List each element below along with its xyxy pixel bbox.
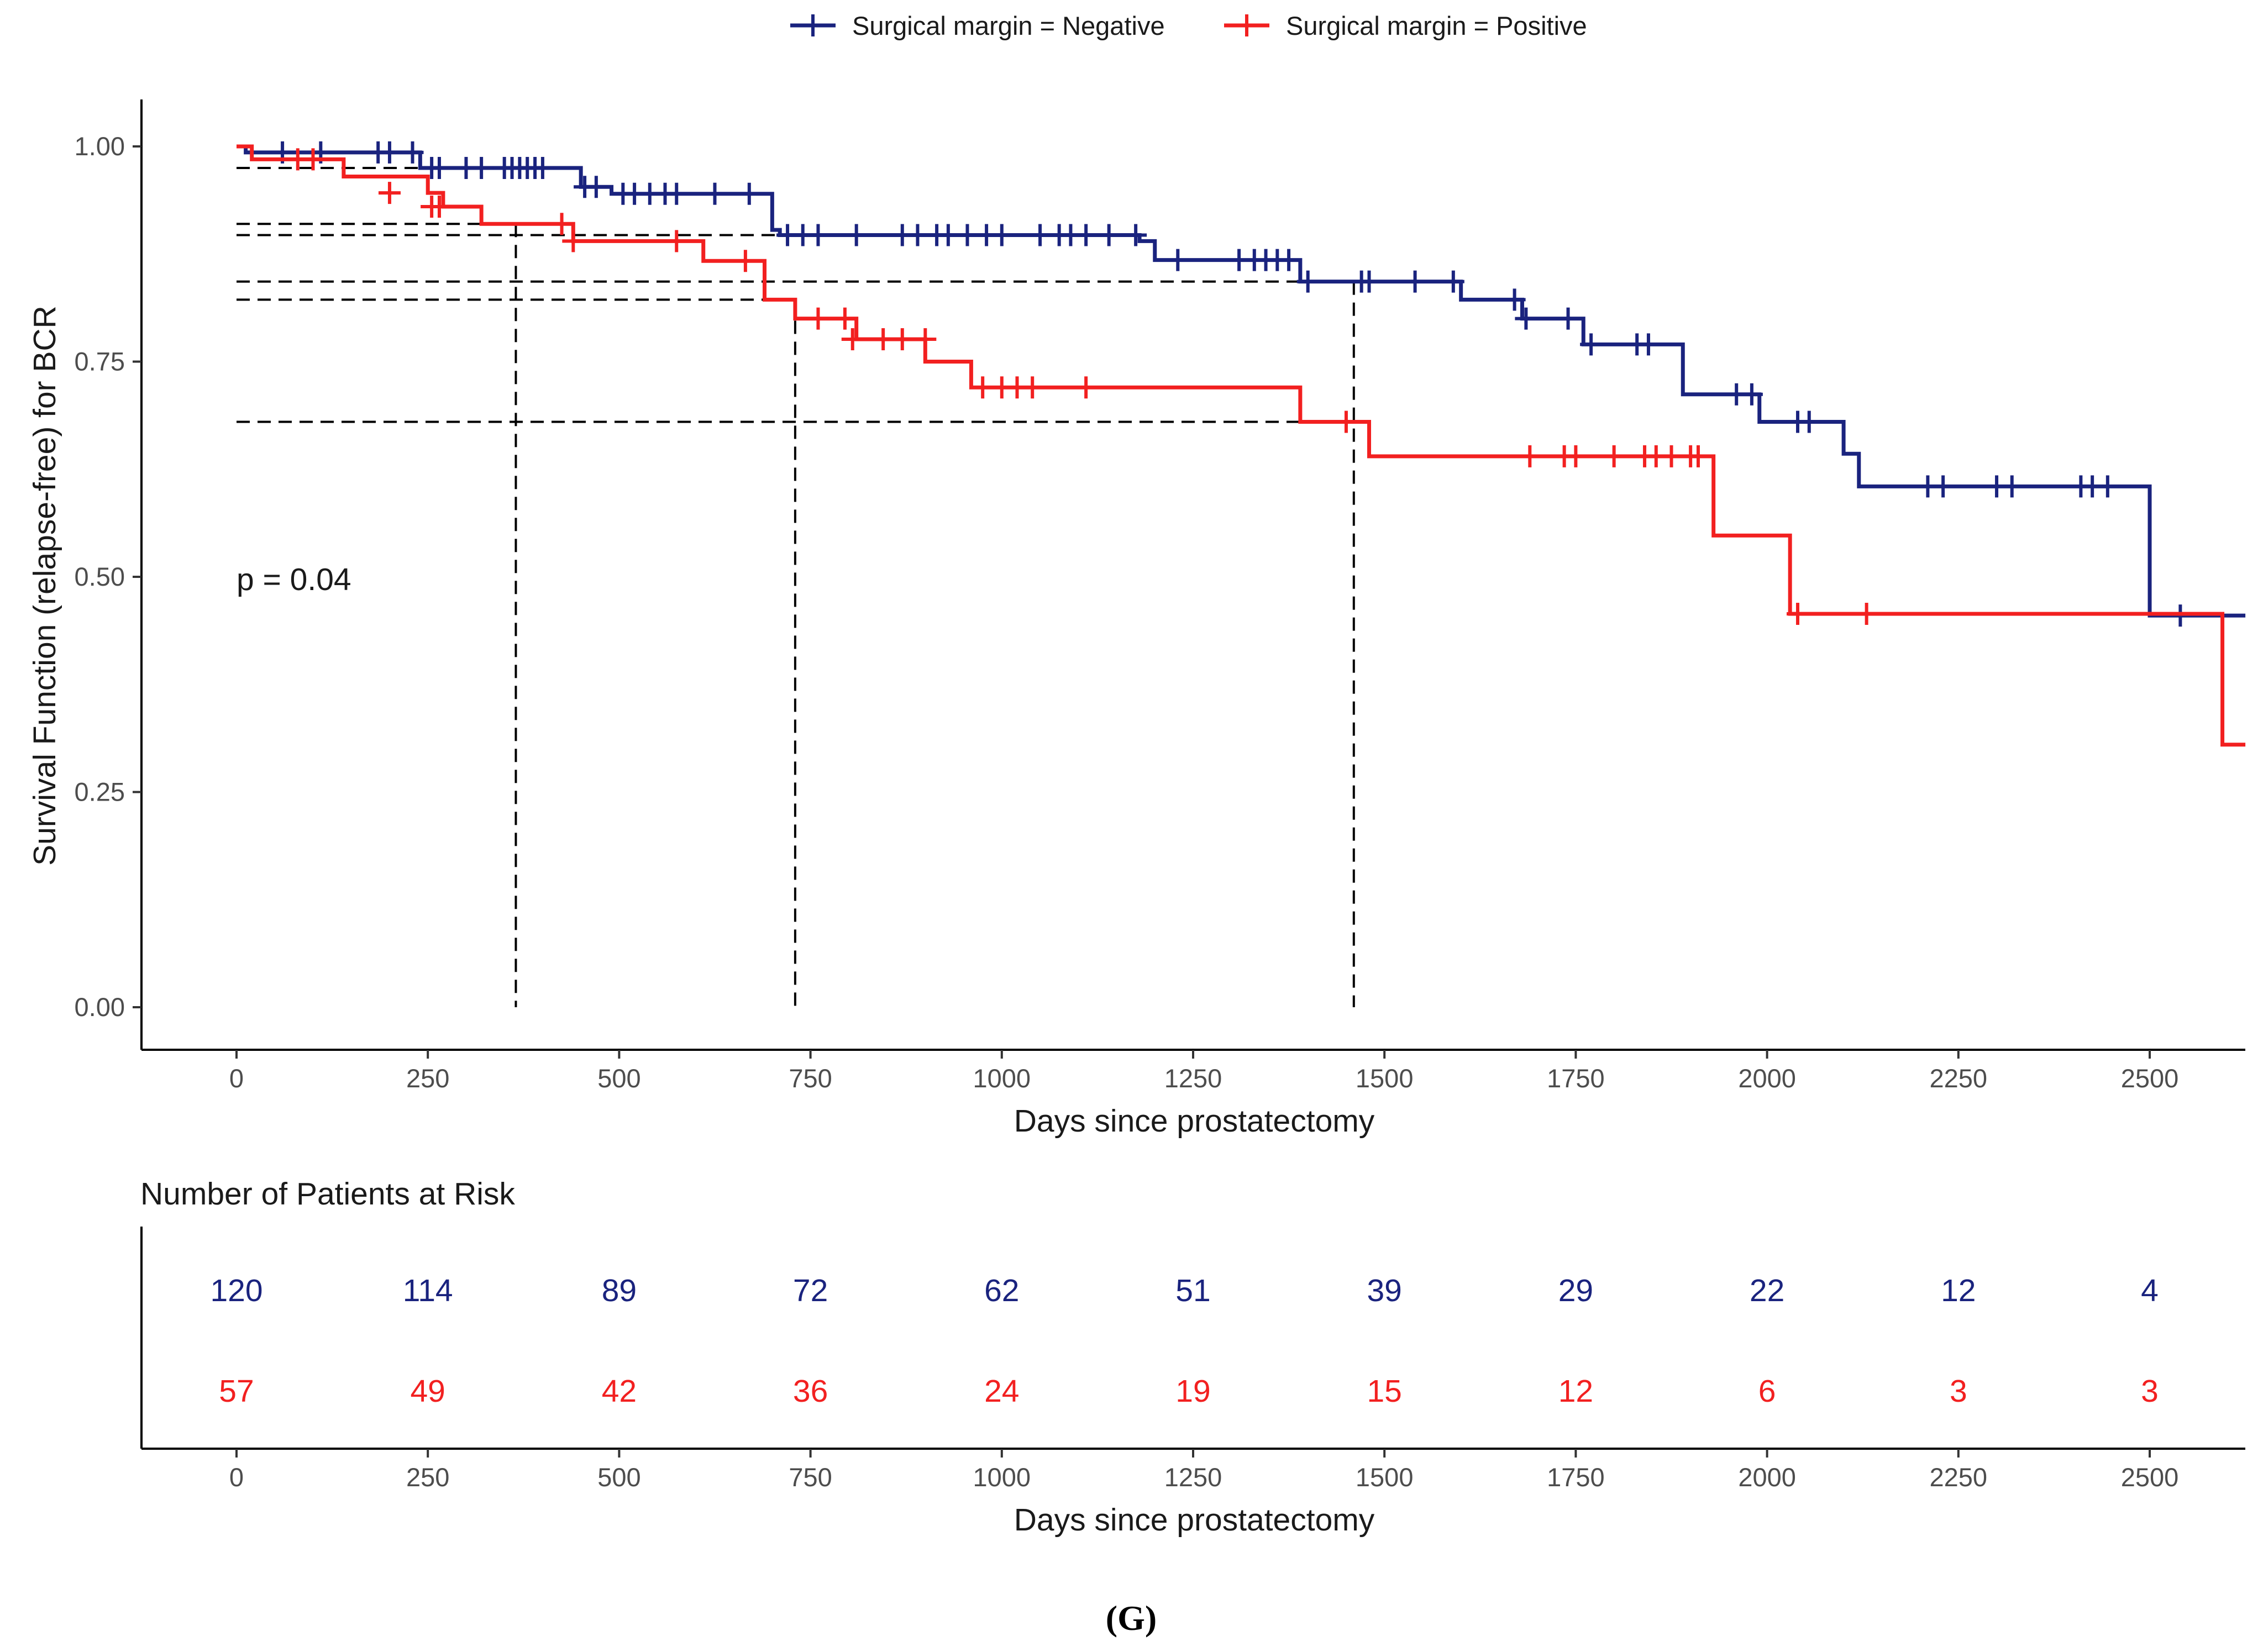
- x-tick-label: 1500: [1356, 1064, 1414, 1093]
- risk-x-tick-label: 500: [597, 1462, 640, 1492]
- risk-count: 6: [1758, 1374, 1776, 1409]
- risk-table: Number of Patients at Risk 0 250 500 750 100…: [140, 1176, 2245, 1538]
- risk-count: 3: [2141, 1374, 2159, 1409]
- risk-x-tick-label: 1750: [1547, 1462, 1605, 1492]
- survival-curves: [237, 141, 2246, 747]
- risk-x-tick-label: 2500: [2121, 1462, 2179, 1492]
- risk-count: 51: [1175, 1273, 1210, 1308]
- y-tick-label: 0.00: [75, 992, 125, 1022]
- risk-count: 62: [984, 1273, 1019, 1308]
- risk-row-negative: 120 114 89 72 62 51 39 29 22 12 4: [210, 1273, 2158, 1308]
- risk-count: 22: [1750, 1273, 1784, 1308]
- legend-item-positive: Surgical margin = Positive: [1224, 11, 1587, 40]
- risk-x-tick-label: 0: [229, 1462, 244, 1492]
- legend: Surgical margin = Negative Surgical margi…: [790, 11, 1587, 40]
- x-tick-label: 2500: [2121, 1064, 2179, 1093]
- km-axes: 0 250 500 750 1000 1250 1500 1750 2000 2250 2500 0.…: [75, 99, 2245, 1093]
- risk-count: 15: [1367, 1374, 1401, 1409]
- risk-count: 89: [602, 1273, 637, 1308]
- risk-count: 36: [793, 1374, 828, 1409]
- y-axis-title: Survival Function (relapse-free) for BCR: [27, 306, 62, 866]
- legend-label: Surgical margin = Negative: [852, 11, 1165, 40]
- risk-count: 19: [1175, 1374, 1210, 1409]
- series-positive: [237, 144, 2246, 747]
- risk-x-tick-label: 250: [406, 1462, 449, 1492]
- risk-count: 4: [2141, 1273, 2159, 1308]
- survival-line: [237, 144, 2246, 747]
- risk-count: 12: [1558, 1374, 1593, 1409]
- risk-count: 57: [219, 1374, 254, 1409]
- y-tick-label: 0.50: [75, 562, 125, 591]
- x-tick-label: 1750: [1547, 1064, 1605, 1093]
- x-axis-title: Days since prostatectomy: [1014, 1103, 1375, 1139]
- x-tick-label: 1250: [1164, 1064, 1222, 1093]
- y-tick-label: 0.25: [75, 777, 125, 807]
- legend-item-negative: Surgical margin = Negative: [790, 11, 1165, 40]
- x-tick-label: 500: [597, 1064, 640, 1093]
- legend-label: Surgical margin = Positive: [1286, 11, 1587, 40]
- risk-values: 120 114 89 72 62 51 39 29 22 12 4 57 49 42 36 24 19 15 12 6…: [210, 1273, 2158, 1409]
- risk-count: 29: [1558, 1273, 1593, 1308]
- risk-count: 39: [1367, 1273, 1401, 1308]
- risk-x-tick-label: 2000: [1738, 1462, 1796, 1492]
- km-plot: 0 250 500 750 1000 1250 1500 1750 2000 2250 2500 0.…: [27, 99, 2246, 1139]
- risk-row-positive: 57 49 42 36 24 19 15 12 6 3 3: [219, 1374, 2159, 1409]
- x-tick-label: 2250: [1930, 1064, 1988, 1093]
- risk-count: 3: [1950, 1374, 1967, 1409]
- risk-count: 72: [793, 1273, 828, 1308]
- risk-x-tick-label: 750: [789, 1462, 832, 1492]
- y-tick-label: 1.00: [75, 131, 125, 161]
- risk-axes: 0 250 500 750 1000 1250 1500 1750 2000 2250 2500: [140, 1227, 2245, 1492]
- risk-table-title: Number of Patients at Risk: [140, 1176, 515, 1212]
- risk-count: 12: [1941, 1273, 1976, 1308]
- x-tick-label: 250: [406, 1064, 449, 1093]
- risk-count: 42: [602, 1374, 637, 1409]
- series-negative: [237, 141, 2246, 627]
- risk-x-axis-title: Days since prostatectomy: [1014, 1502, 1375, 1538]
- risk-x-tick-label: 1250: [1164, 1462, 1222, 1492]
- risk-count: 114: [403, 1273, 453, 1308]
- risk-x-tick-label: 1000: [973, 1462, 1031, 1492]
- x-tick-label: 750: [789, 1064, 832, 1093]
- y-tick-label: 0.75: [75, 347, 125, 376]
- risk-count: 24: [984, 1374, 1019, 1409]
- risk-count: 49: [410, 1374, 445, 1409]
- panel-label: (G): [1106, 1598, 1157, 1638]
- reference-lines: [237, 166, 1355, 1007]
- risk-count: 120: [210, 1273, 262, 1308]
- x-tick-label: 1000: [973, 1064, 1031, 1093]
- risk-x-tick-label: 2250: [1930, 1462, 1988, 1492]
- p-value-annotation: p = 0.04: [237, 562, 351, 597]
- x-tick-label: 0: [229, 1064, 244, 1093]
- survival-line: [237, 144, 2246, 618]
- risk-x-tick-label: 1500: [1356, 1462, 1414, 1492]
- x-tick-label: 2000: [1738, 1064, 1796, 1093]
